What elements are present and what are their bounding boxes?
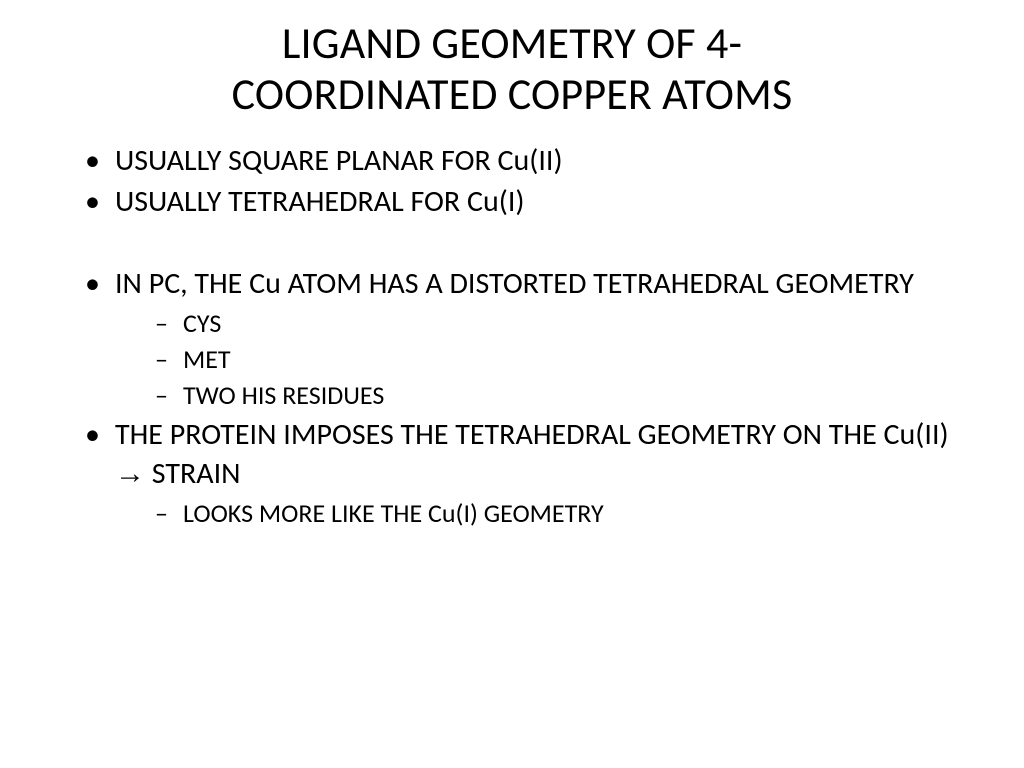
sub-bullet-item: LOOKS MORE LIKE THE Cu(I) GEOMETRY <box>155 497 969 531</box>
bullet-item: IN PC, THE Cu ATOM HAS A DISTORTED TETRA… <box>85 264 969 412</box>
sub-bullet-item: CYS <box>155 307 969 341</box>
bullet-text-part2: STRAIN <box>145 455 241 492</box>
title-line-1: LIGAND GEOMETRY OF 4- <box>282 16 742 70</box>
bullet-list: USUALLY SQUARE PLANAR FOR Cu(II) USUALLY… <box>55 141 969 530</box>
bullet-item: USUALLY SQUARE PLANAR FOR Cu(II) <box>85 141 969 180</box>
sub-bullet-text: CYS <box>183 307 221 339</box>
bullet-text: IN PC, THE Cu ATOM HAS A DISTORTED TETRA… <box>115 265 914 302</box>
slide: LIGAND GEOMETRY OF 4- COORDINATED COPPER… <box>0 0 1024 768</box>
sub-bullet-list: LOOKS MORE LIKE THE Cu(I) GEOMETRY <box>115 497 969 531</box>
bullet-item: USUALLY TETRAHEDRAL FOR Cu(I) <box>85 182 969 221</box>
sub-bullet-text: LOOKS MORE LIKE THE Cu(I) GEOMETRY <box>183 497 604 529</box>
arrow-icon: → <box>115 457 145 490</box>
sub-bullet-item: MET <box>155 343 969 377</box>
slide-title: LIGAND GEOMETRY OF 4- COORDINATED COPPER… <box>55 18 969 119</box>
bullet-text: USUALLY TETRAHEDRAL FOR Cu(I) <box>115 183 525 220</box>
sub-bullet-text: MET <box>183 343 231 375</box>
bullet-text: USUALLY SQUARE PLANAR FOR Cu(II) <box>115 142 563 179</box>
bullet-text-part1: THE PROTEIN IMPOSES THE TETRAHEDRAL GEOM… <box>115 416 949 453</box>
sub-bullet-list: CYS MET TWO HIS RESIDUES <box>115 307 969 412</box>
sub-bullet-item: TWO HIS RESIDUES <box>155 379 969 413</box>
sub-bullet-text: TWO HIS RESIDUES <box>183 379 384 411</box>
title-line-2: COORDINATED COPPER ATOMS <box>232 67 793 121</box>
bullet-item: THE PROTEIN IMPOSES THE TETRAHEDRAL GEOM… <box>85 415 969 531</box>
